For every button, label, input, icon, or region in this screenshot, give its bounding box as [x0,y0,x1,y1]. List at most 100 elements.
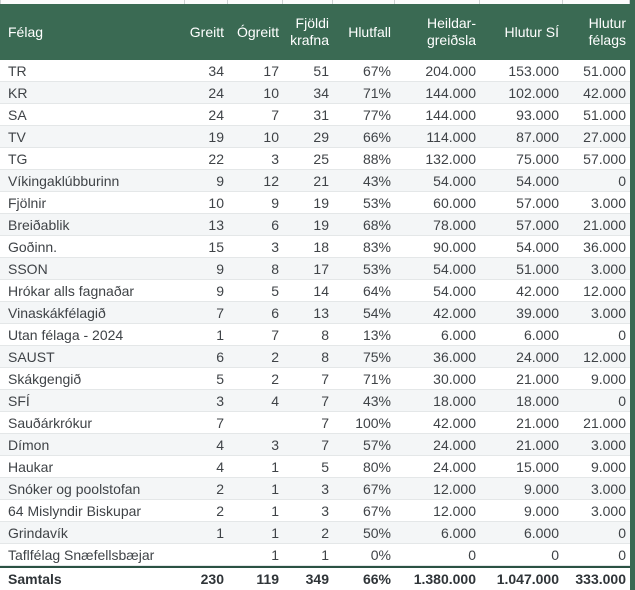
table-cell: 57.000 [516,216,559,233]
table-row: Breiðablik 13 6 19 68% 78.000 57.000 21.000 [0,214,630,236]
strip-cell [480,0,563,4]
table-cell: 34 [208,62,224,79]
table-cell: 19 [313,194,329,211]
table-cell: 93.000 [516,106,559,123]
table-cell: 2 [216,480,224,497]
table-cell: 87.000 [516,128,559,145]
table-cell: 36.000 [433,348,476,365]
table-cell [228,412,283,433]
table-cell: 3 [216,392,224,409]
strip-cell [333,0,395,4]
table-cell: 21.000 [516,414,559,431]
table-cell: 6 [271,304,279,321]
table-cell: 18.000 [433,392,476,409]
table-cell: 15 [208,238,224,255]
table-cell: 8 [271,260,279,277]
table-cell: 3 [271,436,279,453]
table-row: Fjölnir 10 9 19 53% 60.000 57.000 3.000 [0,192,630,214]
table-row: Goðinn. 15 3 18 83% 90.000 54.000 36.000 [0,236,630,258]
table-row: TG 22 3 25 88% 132.000 75.000 57.000 [0,148,630,170]
club-name-cell: Hrókar alls fagnaðar [8,282,135,299]
table-cell: 7 [321,392,329,409]
table-cell: 24.000 [433,436,476,453]
table-row: SFÍ 3 4 7 43% 18.000 18.000 0 [0,390,630,412]
table-cell: 51 [313,62,329,79]
strip-cell [185,0,228,4]
table-cell: 132.000 [425,150,476,167]
table-cell: 3.000 [590,194,626,211]
table-cell: 2 [271,348,279,365]
totals-value-cell: 230 [200,571,224,587]
table-cell: 6.000 [523,524,559,541]
club-name-cell: TV [8,128,26,145]
table-cell: 13 [313,304,329,321]
table-cell: 0 [468,546,476,563]
table-cell: 19 [313,216,329,233]
table-cell: 21.000 [516,436,559,453]
table-cell: 5 [216,370,224,387]
strip-cell [283,0,333,4]
club-name-cell: Grindavík [8,524,68,541]
table-cell: 67% [362,480,391,497]
table-cell: 54.000 [433,260,476,277]
table-cell: 3.000 [590,480,626,497]
table-cell: 3 [271,238,279,255]
table-cell: 13% [362,326,391,343]
table-cell: 4 [216,436,224,453]
column-header: Hlutfall [348,23,391,40]
table-row: Snóker og poolstofan 2 1 3 67% 12.000 9.000 3.0… [0,478,630,500]
table-cell: 75.000 [516,150,559,167]
table-cell: 1 [216,524,224,541]
table-cell: 0% [370,546,391,563]
totals-row: Samtals 230 119 349 66% 1.380.000 1.047.000 333… [0,566,630,590]
table-cell: 100% [355,414,391,431]
strip-cell [563,0,630,4]
table-cell: 7 [321,370,329,387]
table-cell: 43% [362,172,391,189]
club-name-cell: Goðinn. [8,238,58,255]
column-header: Heildar- greiðsla [426,15,476,48]
table-cell: 2 [216,502,224,519]
club-name-cell: Skákgengið [8,370,82,387]
table-cell: 21.000 [583,216,626,233]
column-header: Ógreitt [236,23,279,40]
club-name-cell: KR [8,84,28,101]
table-cell: 6.000 [440,326,476,343]
table-cell: 50% [362,524,391,541]
table-row: Haukar 4 1 5 80% 24.000 15.000 9.000 [0,456,630,478]
table-cell: 75% [362,348,391,365]
club-name-cell: Víkingaklúbburinn [8,172,120,189]
right-edge-bar [630,0,635,590]
table-cell: 2 [321,524,329,541]
table-cell: 1 [271,524,279,541]
table-row: Hrókar alls fagnaðar 9 5 14 64% 54.000 42.000 1… [0,280,630,302]
table-cell: 57.000 [583,150,626,167]
table-cell: 67% [362,502,391,519]
totals-value-cell: 1.047.000 [496,571,559,587]
table-cell: 12.000 [583,282,626,299]
table-cell: 7 [271,326,279,343]
table-cell: 43% [362,392,391,409]
table-cell: 42.000 [433,414,476,431]
club-name-cell: Breiðablik [8,216,70,233]
table-cell: 12.000 [433,480,476,497]
table-cell: 1 [216,326,224,343]
table-row: 64 Mislyndir Biskupar 2 1 3 67% 12.000 9.000 3.… [0,500,630,522]
table-row: Skákgengið 5 2 7 71% 30.000 21.000 9.000 [0,368,630,390]
table-cell: 0 [618,326,626,343]
table-cell: 31 [313,106,329,123]
column-header: Félag [8,23,44,40]
table-cell: 27.000 [583,128,626,145]
totals-value-cell: 349 [305,571,329,587]
column-header: Hlutur SÍ [504,23,559,40]
table-cell: 153.000 [508,62,559,79]
table-cell: 0 [618,546,626,563]
table-cell: 67% [362,62,391,79]
table-cell: 54.000 [433,282,476,299]
table-cell: 64% [362,282,391,299]
club-name-cell: SSON [8,260,48,277]
table-cell: 30.000 [433,370,476,387]
table-cell: 36.000 [583,238,626,255]
